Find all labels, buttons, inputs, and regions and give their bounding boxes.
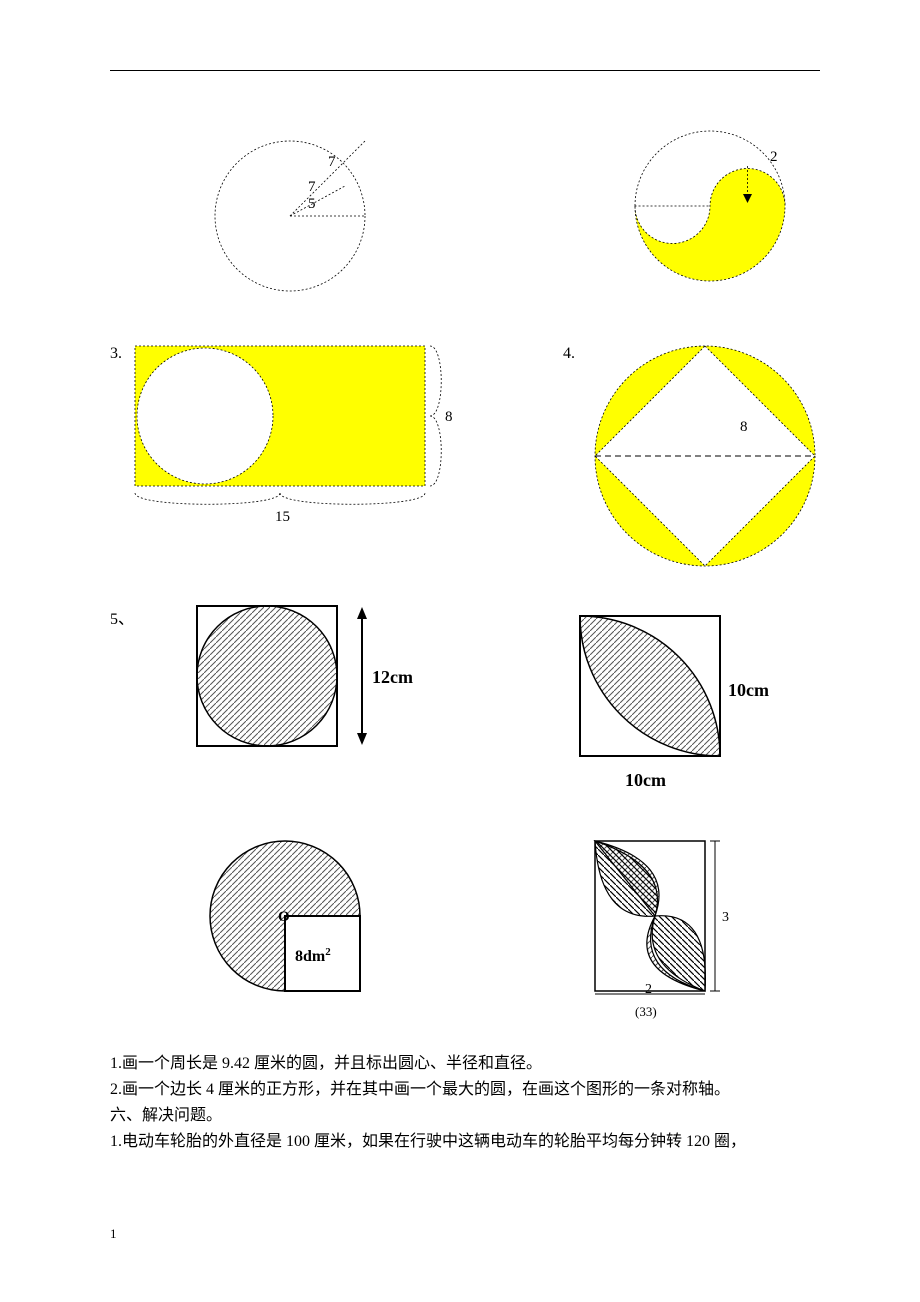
fig8-w-label: 2	[645, 982, 652, 997]
figure-3: 8 15	[130, 341, 460, 521]
figure-7: O 8dm2	[190, 831, 390, 1021]
figure-5-wrap: 5、 12cm	[110, 601, 422, 801]
row-1: 7 7 5 2	[110, 111, 820, 301]
figure-4-wrap: 4. 8	[563, 341, 820, 571]
page-number: 1	[110, 1226, 117, 1242]
text-line-1: 1.画一个周长是 9.42 厘米的圆，并且标出圆心、半径和直径。	[110, 1051, 820, 1077]
text-block: 1.画一个周长是 9.42 厘米的圆，并且标出圆心、半径和直径。 2.画一个边长…	[110, 1051, 820, 1155]
fig6-bottom-label: 10cm	[625, 770, 666, 790]
row-2: 3. 8 15 4. 8	[110, 341, 820, 571]
fig6-right-label: 10cm	[728, 680, 769, 700]
figure-6: 10cm 10cm	[560, 601, 790, 801]
fig2-label: 2	[770, 149, 778, 165]
fig5-side-label: 12cm	[372, 667, 413, 687]
fig1-label-bot: 5	[308, 196, 316, 212]
fig5-number: 5、	[110, 601, 134, 801]
fig8-h-label: 3	[722, 910, 729, 925]
figure-5: 12cm	[192, 601, 422, 761]
page: 7 7 5 2 3. 8 15	[0, 0, 920, 1302]
figure-2: 2	[610, 111, 810, 301]
figure-4: 8	[590, 341, 820, 571]
figure-3-wrap: 3. 8 15	[110, 341, 460, 571]
figure-8: 3 2 (33)	[580, 831, 760, 1021]
header-rule	[110, 70, 820, 71]
text-line-4: 1.电动车轮胎的外直径是 100 厘米，如果在行驶中这辆电动车的轮胎平均每分钟转…	[110, 1129, 820, 1155]
fig3-w-label: 15	[275, 509, 290, 521]
fig4-label: 8	[740, 419, 748, 435]
fig8-caption: (33)	[635, 1004, 657, 1019]
row-4: O 8dm2	[110, 831, 820, 1021]
figure-1: 7 7 5	[200, 111, 400, 301]
fig1-label-top: 7	[328, 154, 336, 170]
row-3: 5、 12cm	[110, 601, 820, 801]
text-line-3: 六、解决问题。	[110, 1103, 820, 1129]
fig7-center-label: O	[278, 909, 290, 925]
fig1-label-mid: 7	[308, 179, 316, 195]
fig4-number: 4.	[563, 341, 575, 571]
fig3-h-label: 8	[445, 409, 453, 425]
fig3-number: 3.	[110, 341, 122, 571]
text-line-2: 2.画一个边长 4 厘米的正方形，并在其中画一个最大的圆，在画这个图形的一条对称…	[110, 1077, 820, 1103]
